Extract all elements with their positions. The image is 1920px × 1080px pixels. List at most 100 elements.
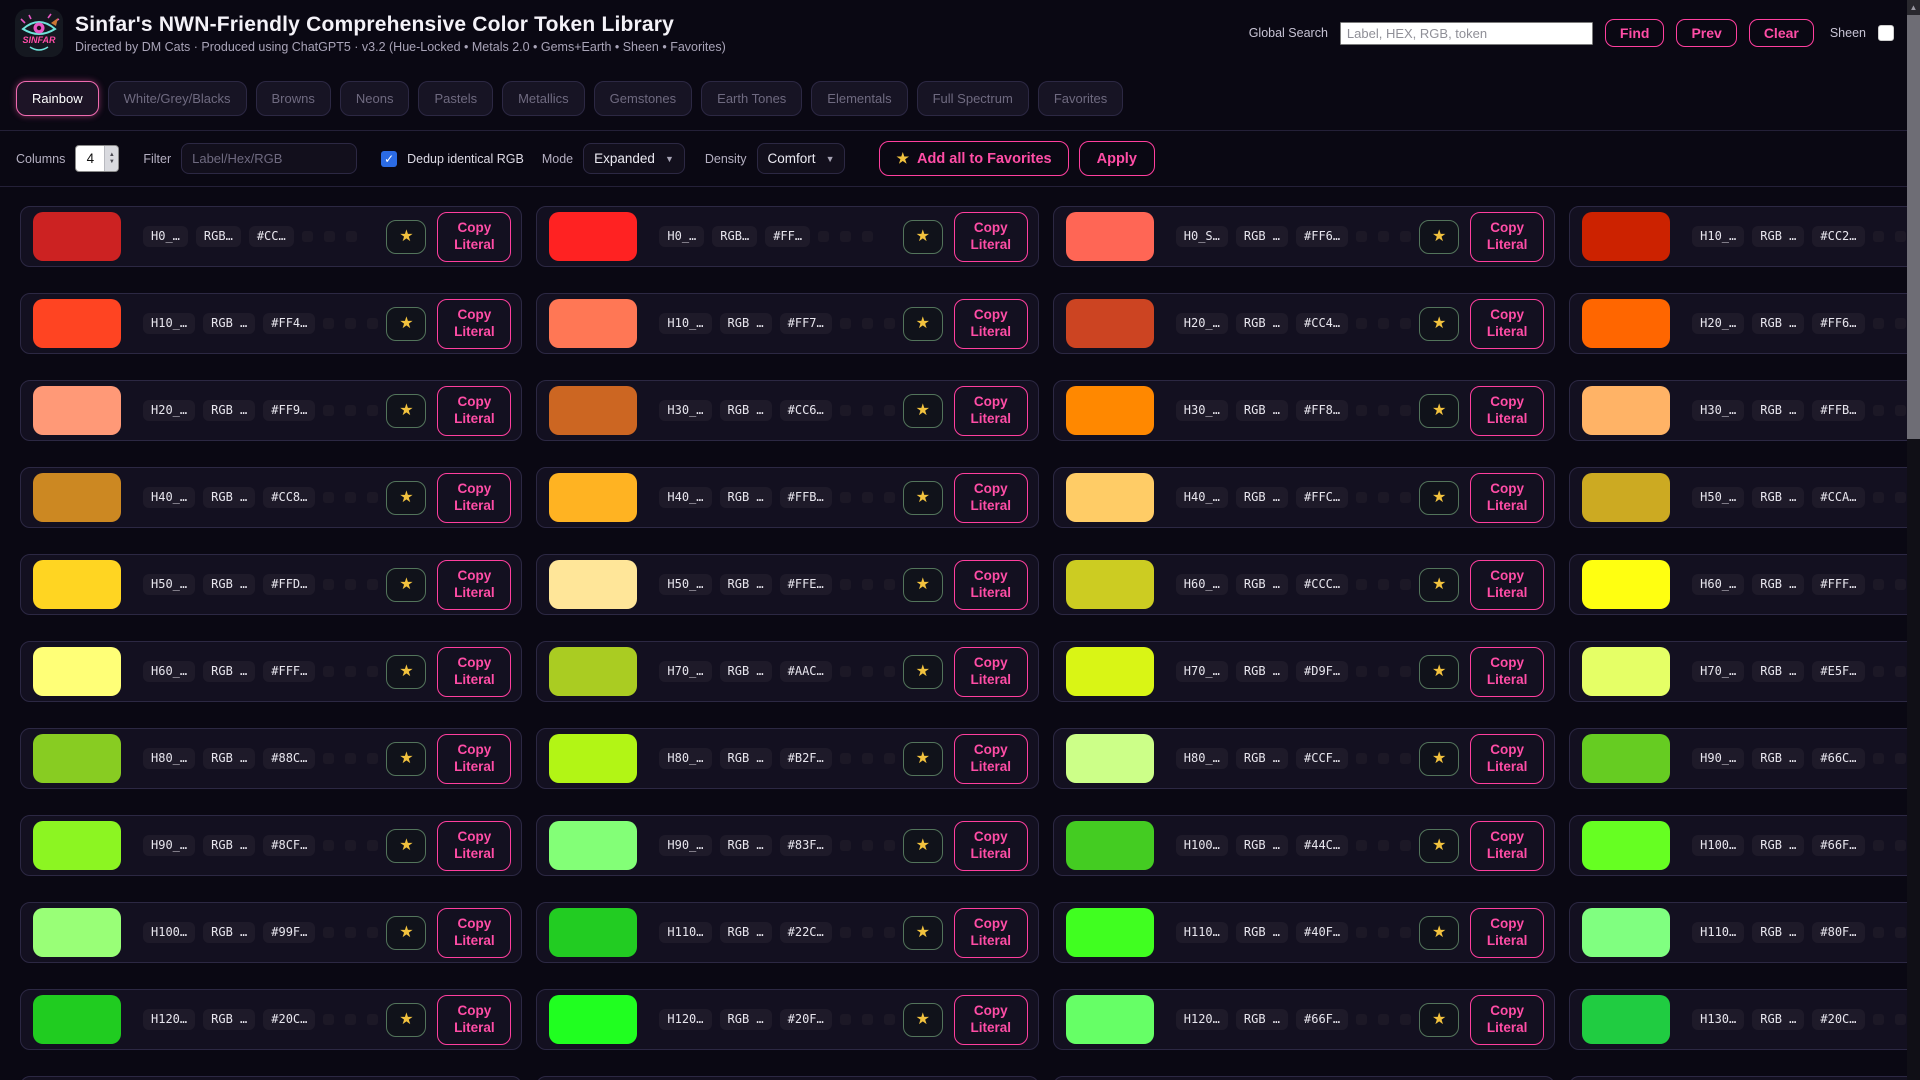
favorite-star-button[interactable]: ★ [902,567,943,602]
color-swatch[interactable] [1065,386,1154,435]
color-swatch[interactable] [1065,560,1154,609]
stepper-arrows-icon[interactable]: ▲ ▼ [104,146,119,171]
favorite-star-button[interactable]: ★ [1419,567,1460,602]
columns-stepper[interactable]: 4 ▲ ▼ [75,145,120,172]
color-swatch[interactable] [1582,212,1671,261]
copy-literal-button[interactable]: Copy Literal [1470,559,1545,610]
dedup-checkbox[interactable]: ✓ [381,150,398,167]
favorite-star-button[interactable]: ★ [386,1002,427,1037]
color-swatch[interactable] [549,473,638,522]
favorite-star-button[interactable]: ★ [386,654,427,689]
favorite-star-button[interactable]: ★ [1419,915,1460,950]
color-swatch[interactable] [1065,995,1154,1044]
copy-literal-button[interactable]: Copy Literal [1470,733,1545,784]
copy-literal-button[interactable]: Copy Literal [953,994,1028,1045]
favorite-star-button[interactable]: ★ [1419,306,1460,341]
favorite-star-button[interactable]: ★ [1419,828,1460,863]
color-swatch[interactable] [33,560,121,609]
tab-metallics[interactable]: Metallics [502,80,585,116]
copy-literal-button[interactable]: Copy Literal [953,385,1028,436]
favorite-star-button[interactable]: ★ [1419,393,1460,428]
find-button[interactable]: Find [1604,19,1665,47]
copy-literal-button[interactable]: Copy Literal [1470,820,1545,871]
color-swatch[interactable] [549,386,638,435]
color-swatch[interactable] [549,299,638,348]
copy-literal-button[interactable]: Copy Literal [437,994,512,1045]
copy-literal-button[interactable]: Copy Literal [1470,298,1545,349]
copy-literal-button[interactable]: Copy Literal [437,820,512,871]
color-swatch[interactable] [1065,212,1154,261]
favorite-star-button[interactable]: ★ [386,480,427,515]
sheen-checkbox[interactable] [1878,25,1894,41]
copy-literal-button[interactable]: Copy Literal [437,733,512,784]
scrollbar-up-arrow-icon[interactable]: ▲ [1907,0,1920,15]
color-swatch[interactable] [1065,821,1154,870]
color-swatch[interactable] [1065,473,1154,522]
copy-literal-button[interactable]: Copy Literal [437,646,512,697]
favorite-star-button[interactable]: ★ [1419,741,1460,776]
favorite-star-button[interactable]: ★ [1419,480,1460,515]
vertical-scrollbar[interactable]: ▲ [1907,0,1920,1080]
favorite-star-button[interactable]: ★ [902,828,943,863]
color-swatch[interactable] [549,212,638,261]
color-swatch[interactable] [549,647,638,696]
color-swatch[interactable] [1582,386,1671,435]
tab-browns[interactable]: Browns [255,80,331,116]
tab-rainbow[interactable]: Rainbow [16,80,99,116]
copy-literal-button[interactable]: Copy Literal [437,298,512,349]
favorite-star-button[interactable]: ★ [902,741,943,776]
copy-literal-button[interactable]: Copy Literal [953,820,1028,871]
favorite-star-button[interactable]: ★ [386,567,427,602]
favorite-star-button[interactable]: ★ [902,393,943,428]
copy-literal-button[interactable]: Copy Literal [1470,472,1545,523]
color-swatch[interactable] [549,821,638,870]
color-swatch[interactable] [33,734,121,783]
favorite-star-button[interactable]: ★ [386,915,427,950]
copy-literal-button[interactable]: Copy Literal [953,646,1028,697]
favorite-star-button[interactable]: ★ [386,741,427,776]
favorite-star-button[interactable]: ★ [1419,1002,1460,1037]
color-swatch[interactable] [1065,299,1154,348]
copy-literal-button[interactable]: Copy Literal [953,559,1028,610]
favorite-star-button[interactable]: ★ [386,306,427,341]
copy-literal-button[interactable]: Copy Literal [953,733,1028,784]
color-swatch[interactable] [1582,299,1671,348]
filter-input[interactable] [181,143,358,174]
favorite-star-button[interactable]: ★ [386,393,427,428]
copy-literal-button[interactable]: Copy Literal [1470,907,1545,958]
color-swatch[interactable] [1065,908,1154,957]
copy-literal-button[interactable]: Copy Literal [1470,211,1545,262]
copy-literal-button[interactable]: Copy Literal [953,472,1028,523]
global-search-input[interactable] [1339,21,1593,45]
mode-select[interactable]: Expanded ▼ [583,143,685,174]
tab-white-grey-blacks[interactable]: White/Grey/Blacks [107,80,247,116]
apply-button[interactable]: Apply [1078,141,1155,176]
color-swatch[interactable] [33,821,121,870]
color-swatch[interactable] [1582,560,1671,609]
color-swatch[interactable] [1065,734,1154,783]
color-swatch[interactable] [33,386,121,435]
favorite-star-button[interactable]: ★ [902,915,943,950]
color-swatch[interactable] [1582,734,1671,783]
favorite-star-button[interactable]: ★ [1419,654,1460,689]
tab-favorites[interactable]: Favorites [1037,80,1124,116]
copy-literal-button[interactable]: Copy Literal [437,559,512,610]
prev-button[interactable]: Prev [1676,19,1737,47]
color-swatch[interactable] [1582,908,1671,957]
favorite-star-button[interactable]: ★ [1419,219,1460,254]
color-swatch[interactable] [1065,647,1154,696]
color-swatch[interactable] [33,473,121,522]
favorite-star-button[interactable]: ★ [902,1002,943,1037]
tab-pastels[interactable]: Pastels [418,80,494,116]
clear-button[interactable]: Clear [1748,19,1814,47]
color-swatch[interactable] [549,995,638,1044]
color-swatch[interactable] [1582,473,1671,522]
favorite-star-button[interactable]: ★ [386,828,427,863]
color-swatch[interactable] [549,908,638,957]
copy-literal-button[interactable]: Copy Literal [1470,646,1545,697]
tab-elementals[interactable]: Elementals [811,80,908,116]
color-swatch[interactable] [33,647,121,696]
copy-literal-button[interactable]: Copy Literal [437,472,512,523]
tab-gemstones[interactable]: Gemstones [593,80,693,116]
copy-literal-button[interactable]: Copy Literal [437,211,512,262]
